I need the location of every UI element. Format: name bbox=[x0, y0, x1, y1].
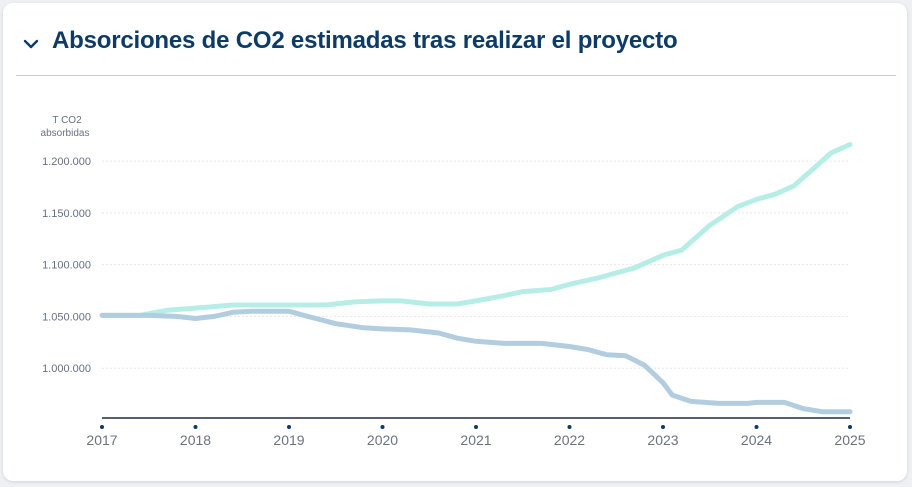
x-tick-label: 2019 bbox=[273, 432, 304, 448]
y-tick-label: 1.000.000 bbox=[42, 363, 91, 375]
x-tick-label: 2023 bbox=[647, 432, 678, 448]
y-tick-label: 1.100.000 bbox=[42, 260, 91, 272]
x-tick-label: 2025 bbox=[834, 432, 865, 448]
card-title: Absorciones de CO2 estimadas tras realiz… bbox=[52, 27, 678, 54]
x-tick-label: 2020 bbox=[367, 432, 398, 448]
series-line-lower bbox=[99, 308, 853, 415]
x-tick-dot bbox=[661, 425, 665, 429]
co2-absorption-card: Absorciones de CO2 estimadas tras realiz… bbox=[3, 3, 907, 481]
x-tick-dot bbox=[287, 425, 291, 429]
x-tick-label: 2022 bbox=[554, 432, 585, 448]
y-axis-label-line2: absorbidas bbox=[41, 128, 90, 139]
chevron-down-icon[interactable] bbox=[20, 33, 42, 55]
y-tick-label: 1.050.000 bbox=[42, 311, 91, 323]
x-tick-label: 2024 bbox=[741, 432, 772, 448]
x-tick-label: 2017 bbox=[86, 432, 117, 448]
x-tick-dot bbox=[100, 425, 104, 429]
x-tick-dot bbox=[193, 425, 198, 429]
header-divider bbox=[16, 75, 896, 76]
series-line-upper bbox=[99, 142, 853, 318]
y-tick-label: 1.150.000 bbox=[42, 208, 91, 220]
y-axis-label-line1: T CO2 bbox=[52, 115, 82, 126]
x-tick-label: 2021 bbox=[460, 432, 491, 448]
x-tick-dot bbox=[474, 425, 478, 429]
x-tick-dot bbox=[567, 425, 572, 429]
x-tick-dot bbox=[380, 425, 385, 429]
y-tick-label: 1.200.000 bbox=[42, 156, 91, 168]
x-tick-label: 2018 bbox=[180, 432, 211, 448]
x-tick-dot bbox=[754, 425, 759, 429]
card-header[interactable]: Absorciones de CO2 estimadas tras realiz… bbox=[3, 3, 907, 75]
x-tick-dot bbox=[848, 425, 852, 429]
